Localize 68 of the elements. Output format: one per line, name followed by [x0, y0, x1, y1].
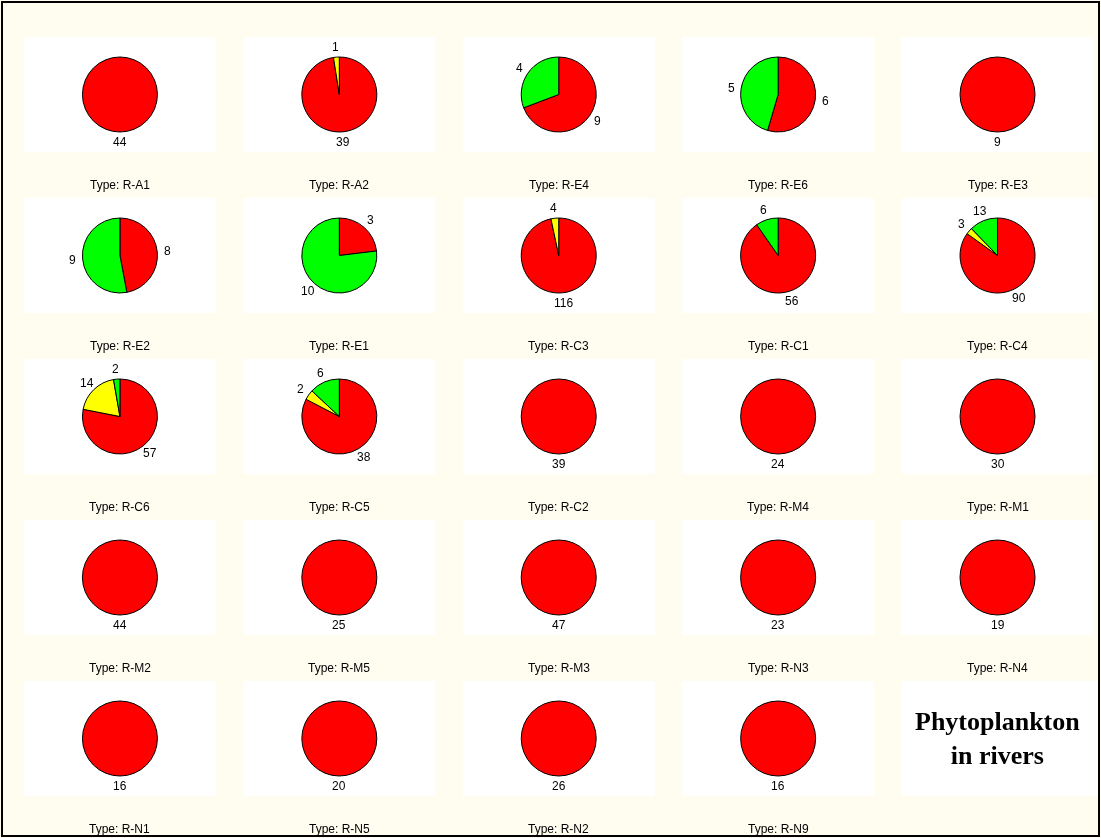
data-label: 4: [516, 61, 523, 75]
data-label: 44: [113, 618, 127, 632]
text: Type: R-M1: [967, 500, 1030, 514]
text: Type: R-N3: [748, 661, 810, 675]
data-label: 6: [760, 203, 767, 217]
text: Type: R-M3: [528, 661, 591, 675]
data-label: 30: [991, 457, 1005, 471]
data-label: 9: [69, 253, 76, 267]
text: Type: R-E3: [968, 178, 1029, 192]
data-label: 39: [552, 457, 566, 471]
data-label: 13: [973, 204, 987, 218]
data-label: 116: [554, 296, 574, 310]
data-label: 39: [336, 135, 350, 149]
text: Type: R-C5: [309, 500, 371, 514]
text: Type: R-N1: [89, 822, 151, 836]
data-label: 90: [1012, 291, 1026, 305]
text: Type: R-M2: [89, 661, 152, 675]
pie-slice: [82, 378, 158, 455]
text: Type: R-N9: [748, 822, 810, 836]
data-label: 57: [143, 446, 157, 460]
pie-slice: [301, 56, 378, 133]
data-label: 6: [822, 94, 829, 108]
data-label: 24: [771, 457, 785, 471]
text: Type: R-A2: [309, 178, 370, 192]
data-label: 47: [552, 618, 566, 632]
text: Type: R-E2: [90, 339, 151, 353]
data-label: 8: [164, 244, 171, 258]
text: Phytoplankton in rivers: [915, 707, 1081, 770]
text: Type: R-E4: [529, 178, 590, 192]
data-label: 4: [550, 201, 557, 215]
data-label: 38: [357, 450, 371, 464]
data-label: 10: [301, 284, 315, 298]
data-label: 19: [991, 618, 1005, 632]
text: Type: R-N4: [967, 661, 1029, 675]
pie-slice: [740, 217, 817, 294]
pie-slice: [301, 217, 378, 294]
data-label: 16: [113, 779, 127, 793]
data-label: 9: [594, 114, 601, 128]
text: Type: R-E1: [309, 339, 370, 353]
data-label: 3: [367, 213, 374, 227]
data-label: 26: [552, 779, 566, 793]
pie-slice: [520, 217, 597, 294]
data-label: 6: [317, 366, 324, 380]
data-label: 56: [785, 294, 799, 308]
data-label: 23: [771, 618, 785, 632]
pie-slice: [959, 217, 1036, 294]
data-label: 1: [332, 40, 339, 54]
text: Type: R-A1: [90, 178, 151, 192]
text: Type: R-C6: [89, 500, 151, 514]
text: Type: R-N2: [528, 822, 590, 836]
text: Type: R-C2: [528, 500, 590, 514]
data-label: 5: [728, 81, 735, 95]
data-label: 44: [113, 135, 127, 149]
data-label: 16: [771, 779, 785, 793]
text: Type: R-E6: [748, 178, 809, 192]
text: Type: R-C1: [748, 339, 810, 353]
data-label: 9: [994, 135, 1001, 149]
data-label: 20: [332, 779, 346, 793]
data-label: 14: [80, 376, 94, 390]
text: Type: R-M5: [308, 661, 371, 675]
text: Type: R-M4: [747, 500, 810, 514]
data-label: 2: [112, 362, 119, 376]
data-label: 3: [958, 217, 965, 231]
text: Type: R-C4: [967, 339, 1029, 353]
text: Type: R-C3: [528, 339, 590, 353]
data-label: 2: [297, 382, 304, 396]
data-label: 25: [332, 618, 346, 632]
text: Type: R-N5: [309, 822, 371, 836]
